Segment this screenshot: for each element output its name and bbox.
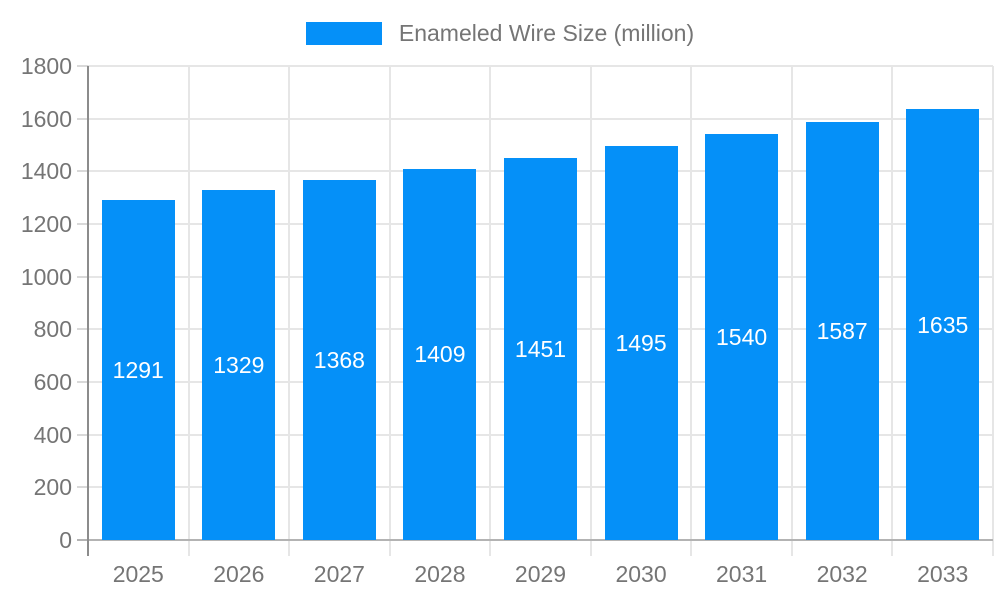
- y-tick-label: 600: [33, 369, 72, 395]
- legend-item[interactable]: Enameled Wire Size (million): [305, 20, 695, 46]
- bar-value-label: 1409: [414, 341, 466, 368]
- bar: 1368: [302, 179, 376, 540]
- y-axis-tick: [77, 223, 88, 225]
- y-axis-tick: [77, 433, 88, 436]
- vertical-gridline: [187, 66, 190, 556]
- legend-label: Enameled Wire Size (million): [398, 20, 695, 46]
- x-tick-label: 2032: [816, 561, 868, 587]
- bar: 1291: [101, 200, 175, 540]
- bar-value-label: 1495: [615, 330, 667, 357]
- bar: 1587: [805, 122, 879, 540]
- y-axis-line: [87, 66, 89, 556]
- bar: 1451: [504, 157, 577, 540]
- bar: 1635: [906, 109, 980, 540]
- y-axis-tick: [77, 117, 88, 120]
- vertical-gridline: [589, 66, 592, 556]
- y-axis-tick: [77, 170, 88, 173]
- y-tick-label: 200: [33, 474, 72, 501]
- bar: 1540: [705, 134, 779, 540]
- x-axis-line: [77, 539, 993, 541]
- y-tick-label: 1000: [20, 263, 72, 290]
- legend: Enameled Wire Size (million): [0, 20, 1000, 46]
- y-tick-label: 0: [59, 527, 72, 553]
- bar-value-label: 1368: [313, 346, 365, 373]
- x-tick-label: 2030: [615, 561, 667, 587]
- y-axis-tick: [77, 328, 88, 331]
- x-tick-label: 2026: [213, 561, 265, 587]
- bar-value-label: 1635: [917, 311, 969, 338]
- bar: 1495: [604, 146, 678, 540]
- bar: 1409: [403, 168, 477, 540]
- x-tick-label: 2027: [313, 561, 365, 587]
- horizontal-gridline: [88, 117, 993, 120]
- x-tick-label: 2025: [112, 561, 164, 587]
- horizontal-gridline: [88, 65, 993, 67]
- vertical-gridline: [388, 66, 391, 556]
- vertical-gridline: [690, 66, 693, 556]
- y-axis-tick: [77, 486, 88, 489]
- vertical-gridline: [288, 66, 291, 556]
- vertical-gridline: [489, 66, 492, 556]
- bar-value-label: 1291: [112, 357, 164, 383]
- y-axis-tick: [77, 65, 88, 67]
- legend-color-swatch: [305, 21, 382, 45]
- x-tick-label: 2028: [414, 561, 466, 587]
- bar-value-label: 1587: [816, 318, 868, 345]
- y-tick-label: 1200: [20, 211, 72, 237]
- vertical-gridline: [992, 66, 994, 556]
- vertical-gridline: [891, 66, 894, 556]
- vertical-gridline: [790, 66, 793, 556]
- x-tick-label: 2029: [514, 561, 567, 587]
- bar-value-label: 1329: [213, 352, 265, 378]
- y-tick-label: 800: [33, 316, 72, 343]
- y-axis-tick: [77, 381, 88, 383]
- y-axis-tick: [77, 275, 88, 278]
- x-tick-label: 2031: [716, 561, 768, 587]
- y-tick-label: 400: [33, 421, 72, 448]
- y-tick-label: 1400: [20, 158, 72, 185]
- bar: 1329: [202, 190, 276, 540]
- y-tick-label: 1800: [20, 53, 72, 79]
- bar-value-label: 1540: [716, 324, 768, 351]
- bar-value-label: 1451: [514, 335, 567, 362]
- x-tick-label: 2033: [917, 561, 969, 587]
- y-tick-label: 1600: [20, 105, 72, 132]
